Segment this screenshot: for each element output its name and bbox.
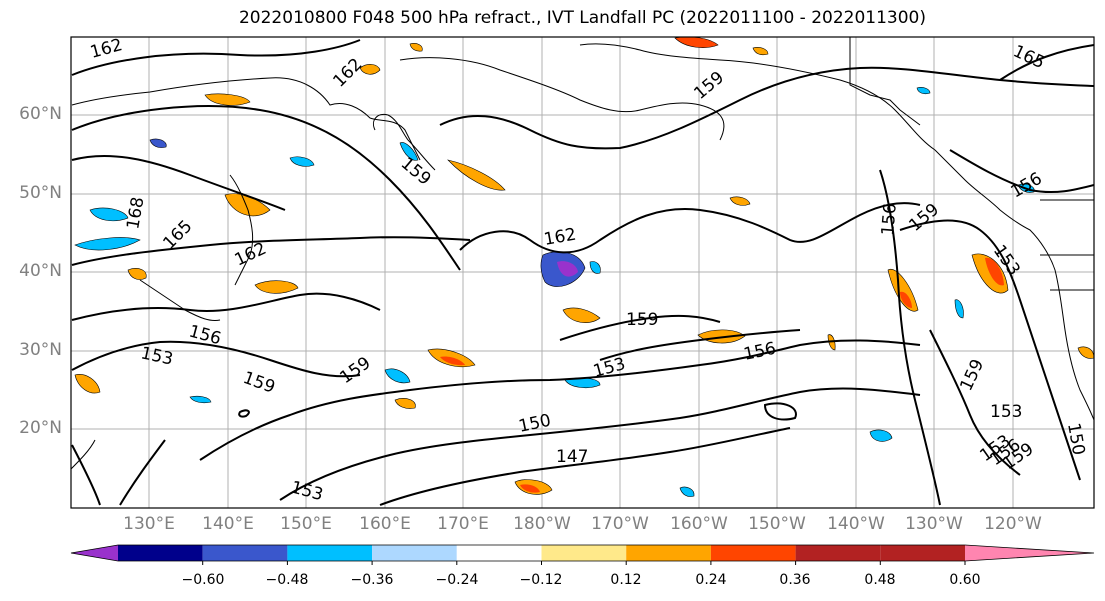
lon-label: 170°W bbox=[591, 514, 649, 534]
colorbar-bin bbox=[456, 545, 542, 561]
patch-positive bbox=[74, 374, 101, 394]
patch-positive bbox=[447, 159, 506, 191]
map-frame bbox=[70, 36, 1095, 509]
patch-negative bbox=[679, 486, 695, 497]
patch-negative bbox=[869, 429, 893, 442]
colorbar-bin bbox=[541, 545, 627, 561]
patch-positive bbox=[752, 47, 769, 56]
patch-negative bbox=[74, 237, 141, 251]
lat-label: 20°N bbox=[19, 418, 62, 438]
patch-positive bbox=[1077, 346, 1094, 359]
patch-positive bbox=[254, 280, 299, 294]
gridlines bbox=[71, 37, 1094, 508]
colorbar-tick-label: 0.60 bbox=[949, 572, 981, 588]
colorbar-bin bbox=[202, 545, 288, 561]
patch-negative bbox=[289, 156, 315, 167]
colorbar-tick-label: 0.48 bbox=[864, 572, 896, 588]
patch-positive bbox=[394, 398, 416, 409]
colorbar-bin bbox=[118, 545, 203, 561]
patch-negative bbox=[954, 299, 964, 319]
patch-negative bbox=[399, 142, 419, 161]
colorbar-bin bbox=[795, 545, 881, 561]
patch-positive bbox=[359, 64, 381, 75]
colorbar-tick-label: 0.12 bbox=[610, 572, 642, 588]
contour-label: 147 bbox=[556, 447, 588, 467]
contour-label: 156 bbox=[878, 202, 901, 236]
lon-label: 170°E bbox=[437, 514, 489, 534]
patch-negative bbox=[89, 207, 129, 222]
lon-label: 130°E bbox=[123, 514, 175, 534]
lat-label: 50°N bbox=[19, 183, 62, 203]
colorbar-extend-left bbox=[71, 545, 118, 561]
lon-label: 180°W bbox=[513, 514, 571, 534]
map-title: 2022010800 F048 500 hPa refract., IVT La… bbox=[238, 8, 926, 28]
lon-label: 160°W bbox=[670, 514, 728, 534]
lat-label: 30°N bbox=[19, 340, 62, 360]
lon-label: 160°E bbox=[359, 514, 411, 534]
colorbar-bin bbox=[626, 545, 711, 561]
lon-label: 120°W bbox=[984, 514, 1042, 534]
patch-negative bbox=[384, 368, 411, 384]
patch-positive bbox=[674, 37, 719, 48]
patch-positive bbox=[127, 268, 147, 280]
patch-negative bbox=[589, 261, 601, 274]
patch-positive bbox=[729, 196, 751, 206]
lon-label: 140°W bbox=[827, 514, 885, 534]
colorbar-tick-label: 0.36 bbox=[779, 572, 811, 588]
colorbar-bin bbox=[710, 545, 796, 561]
patch-positive bbox=[224, 193, 271, 217]
colorbar bbox=[70, 544, 1095, 565]
colorbar-bin bbox=[287, 545, 373, 561]
contour-label: 159 bbox=[626, 310, 658, 330]
lon-label: 140°E bbox=[202, 514, 254, 534]
lon-label: 130°W bbox=[905, 514, 963, 534]
colorbar-bin bbox=[372, 545, 457, 561]
lon-label: 150°W bbox=[748, 514, 806, 534]
colorbar-tick-label: −0.60 bbox=[181, 572, 225, 588]
patch-negative bbox=[149, 138, 167, 148]
patch-positive bbox=[409, 43, 423, 52]
lon-label: 150°E bbox=[280, 514, 332, 534]
patch-negative bbox=[916, 87, 931, 95]
lat-label: 40°N bbox=[19, 261, 62, 281]
colorbar-tick-label: −0.36 bbox=[350, 572, 394, 588]
colorbar-tick-label: −0.12 bbox=[519, 572, 563, 588]
colorbar-tick-label: −0.48 bbox=[265, 572, 309, 588]
colorbar-tick-label: −0.24 bbox=[435, 572, 479, 588]
contour-label: 153 bbox=[990, 402, 1022, 422]
patch-positive bbox=[204, 93, 251, 106]
lat-label: 60°N bbox=[19, 104, 62, 124]
patch-positive bbox=[562, 307, 601, 323]
colorbar-tick-label: 0.24 bbox=[695, 572, 727, 588]
contour-lines bbox=[71, 39, 1094, 506]
colorbar-extend-right bbox=[965, 545, 1094, 561]
patch-negative bbox=[189, 395, 212, 404]
colorbar-bin bbox=[880, 545, 965, 561]
